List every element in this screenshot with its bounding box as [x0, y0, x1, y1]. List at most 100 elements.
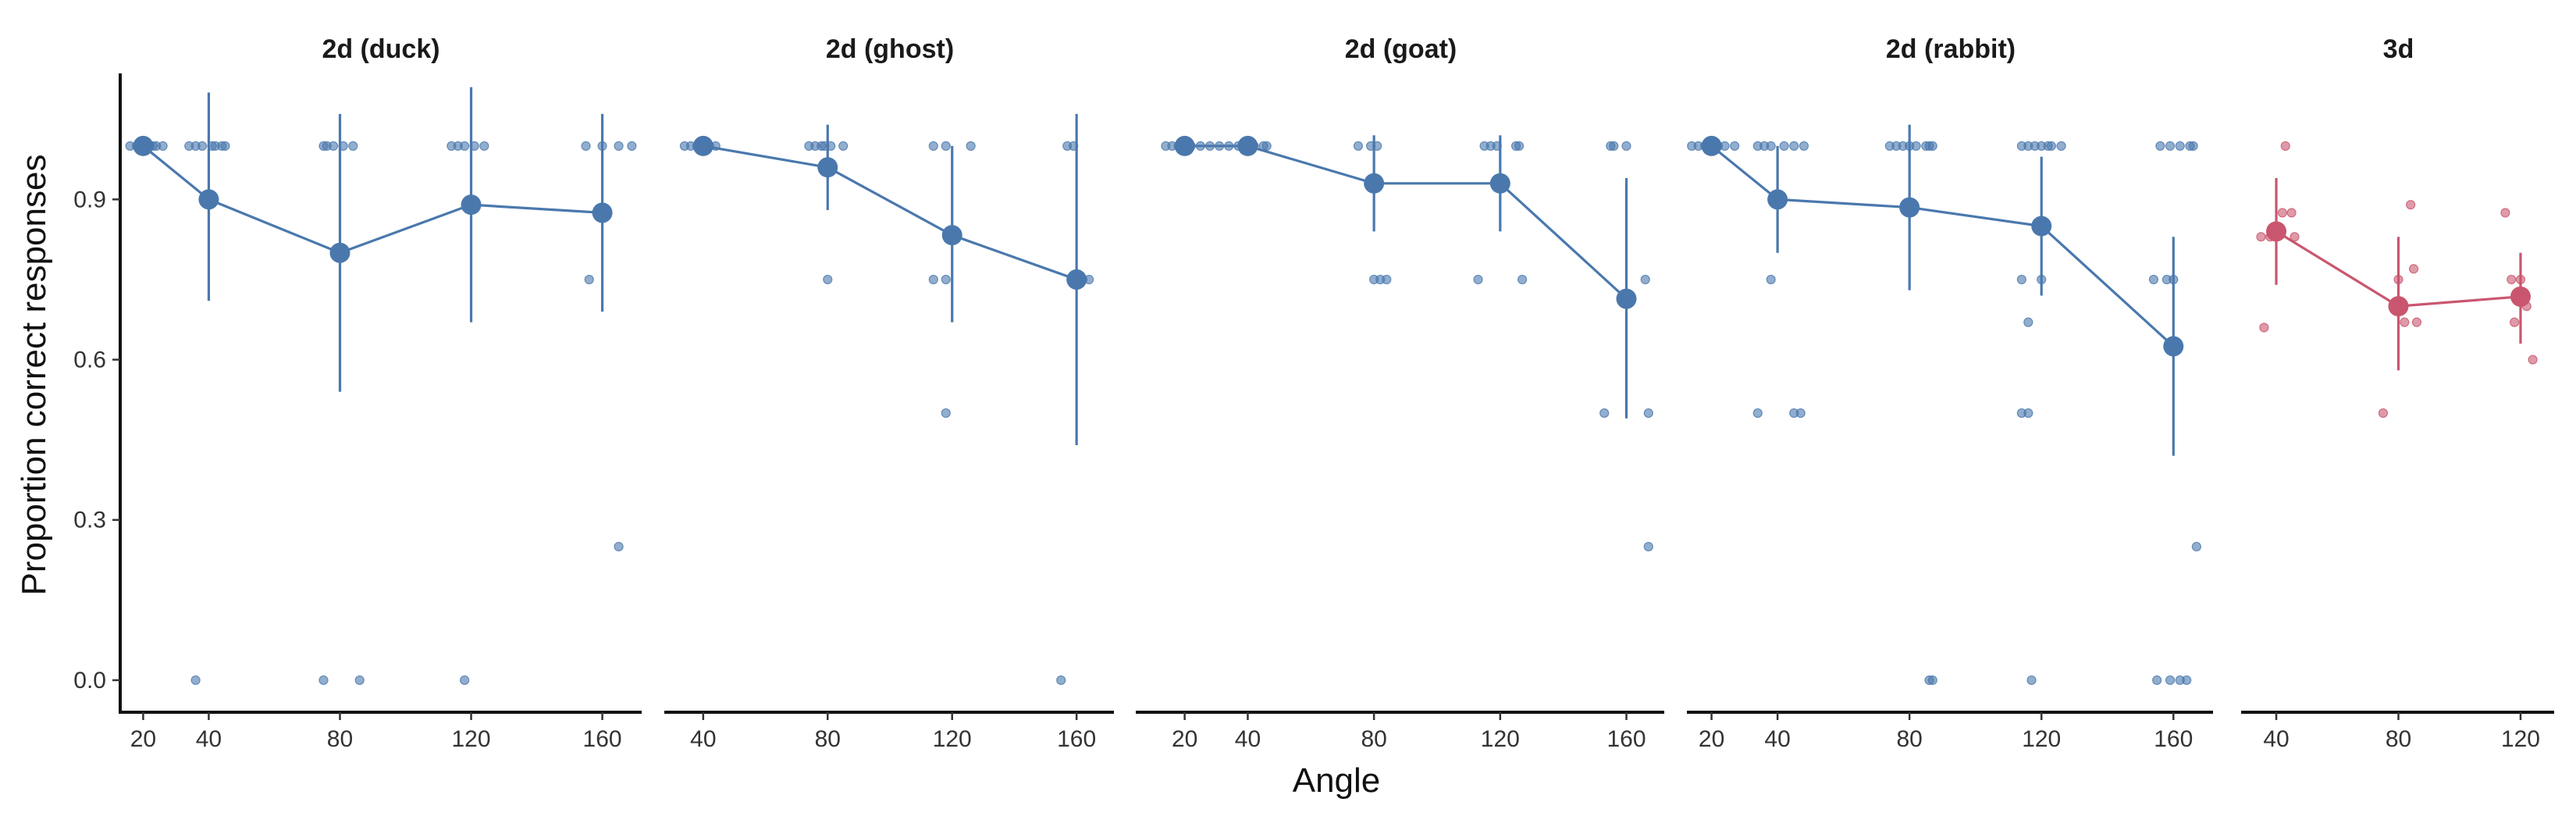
- data-point: [2152, 675, 2162, 686]
- data-point: [1353, 141, 1364, 152]
- y-tick-label: 0.3: [73, 508, 106, 533]
- data-point: [2023, 317, 2033, 327]
- data-point: [1643, 408, 1653, 419]
- data-point: [348, 141, 358, 152]
- data-point: [460, 141, 470, 152]
- mean-point: [1899, 197, 1920, 218]
- x-tick-label: 120: [2022, 726, 2061, 752]
- data-point: [1720, 141, 1730, 152]
- data-point: [197, 141, 208, 152]
- data-point: [1621, 141, 1631, 152]
- data-point: [1517, 274, 1528, 285]
- mean-point: [1701, 135, 1722, 156]
- data-point: [2165, 141, 2176, 152]
- mean-point: [461, 194, 482, 216]
- x-tick-label: 20: [1172, 726, 1197, 752]
- data-point: [1261, 141, 1272, 152]
- data-point: [1795, 408, 1806, 419]
- panel: 3d 40 80 120: [2241, 34, 2554, 752]
- data-point: [614, 541, 624, 552]
- data-point: [614, 141, 624, 152]
- x-tick-label: 80: [815, 726, 841, 752]
- data-point: [1640, 274, 1650, 285]
- data-point: [2182, 675, 2192, 686]
- data-point: [584, 274, 594, 285]
- mean-line: [703, 144, 1077, 281]
- x-tick-label: 80: [1361, 726, 1386, 752]
- data-point: [2408, 264, 2419, 274]
- data-point: [190, 675, 201, 686]
- mean-point: [2266, 221, 2287, 242]
- mean-point: [817, 157, 838, 178]
- x-axis-title: Angle: [1293, 761, 1381, 800]
- data-point: [2056, 141, 2066, 152]
- panel: 2d (rabbit) 20 40 80 120 160: [1687, 34, 2213, 752]
- data-point: [2026, 675, 2037, 686]
- data-point: [1911, 141, 1921, 152]
- panel-title: 3d: [2383, 34, 2414, 64]
- mean-point: [2510, 286, 2531, 307]
- mean-point: [329, 242, 350, 263]
- mean-point: [1237, 135, 1258, 156]
- mean-point: [1066, 269, 1087, 290]
- data-point: [220, 141, 230, 152]
- data-point: [2400, 317, 2410, 327]
- mean-line: [1184, 144, 1628, 300]
- data-point: [1056, 675, 1066, 686]
- data-point: [328, 141, 339, 152]
- data-point: [2406, 200, 2416, 210]
- data-point: [941, 408, 951, 419]
- x-tick-label: 40: [2263, 726, 2289, 752]
- mean-point: [1767, 189, 1788, 210]
- data-point: [627, 141, 637, 152]
- data-point: [2286, 208, 2297, 218]
- mean-point: [592, 202, 613, 223]
- data-point: [1927, 675, 1937, 686]
- data-point: [1766, 274, 1776, 285]
- data-point: [1927, 141, 1937, 152]
- data-point: [2280, 141, 2290, 152]
- data-point: [2510, 317, 2520, 327]
- x-tick-label: 160: [1606, 726, 1646, 752]
- data-point: [1382, 274, 1392, 285]
- data-point: [2500, 208, 2510, 218]
- data-point: [2175, 141, 2185, 152]
- mean-point: [1174, 135, 1195, 156]
- x-tick-label: 120: [2501, 726, 2540, 752]
- data-point: [2528, 355, 2538, 365]
- data-point: [928, 274, 938, 285]
- panel-title: 2d (ghost): [826, 34, 954, 64]
- data-point: [1514, 141, 1525, 152]
- mean-point: [2031, 216, 2052, 237]
- data-point: [479, 141, 489, 152]
- mean-point: [1364, 173, 1385, 194]
- data-point: [2411, 317, 2422, 327]
- data-point: [2165, 675, 2176, 686]
- data-point: [2277, 208, 2287, 218]
- data-point: [354, 675, 365, 686]
- data-point: [966, 141, 976, 152]
- x-tick-label: 80: [1896, 726, 1922, 752]
- data-point: [2507, 274, 2517, 285]
- data-point: [928, 141, 938, 152]
- x-tick-label: 160: [2154, 726, 2193, 752]
- data-point: [2259, 323, 2269, 333]
- data-point: [1643, 541, 1653, 552]
- y-tick-label: 0.6: [73, 348, 106, 373]
- data-point: [823, 274, 833, 285]
- mean-point: [2163, 336, 2184, 357]
- y-axis: 0.0 0.3 0.6 0.9: [73, 73, 122, 712]
- panel: 2d (ghost) 40 80 120 160: [664, 34, 1114, 752]
- data-point: [1789, 141, 1799, 152]
- data-point: [1779, 141, 1789, 152]
- data-point: [2256, 232, 2266, 242]
- mean-line: [1710, 144, 2175, 348]
- data-point: [1766, 141, 1776, 152]
- x-tick-label: 120: [1481, 726, 1520, 752]
- mean-point: [2388, 296, 2409, 317]
- x-tick-label: 160: [583, 726, 622, 752]
- data-point: [1599, 408, 1610, 419]
- data-point: [2016, 274, 2026, 285]
- x-tick-label: 120: [452, 726, 491, 752]
